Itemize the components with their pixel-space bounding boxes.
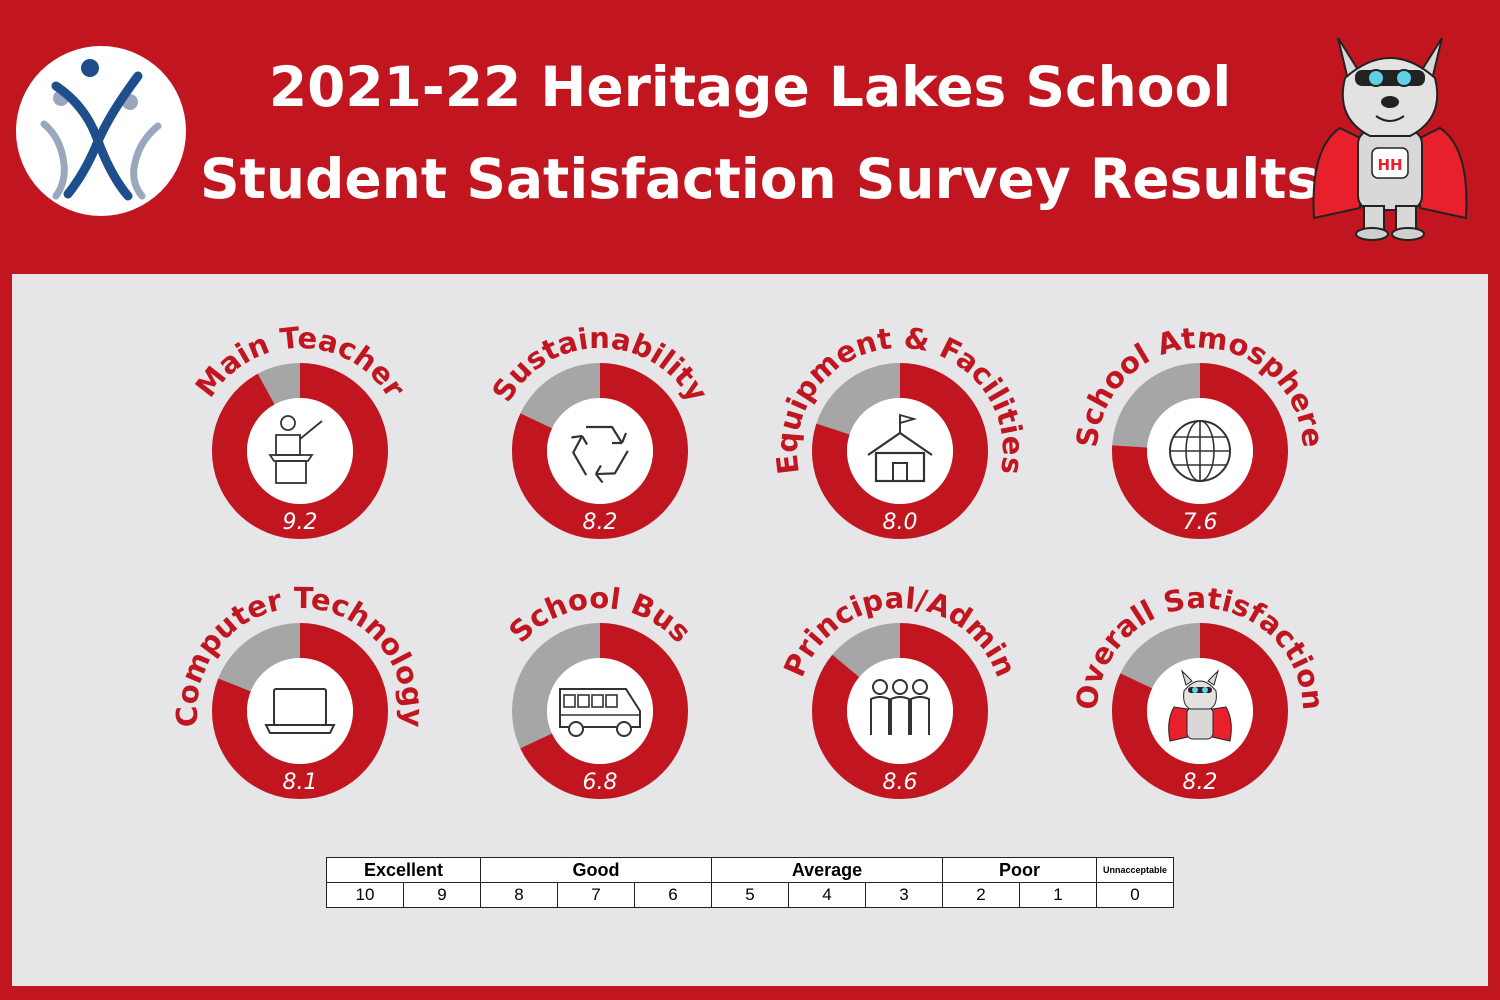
wolf-mascot-icon: HH bbox=[1312, 37, 1468, 241]
rating-scale-legend: Excellent Good Average Poor Unnacceptable 10… bbox=[326, 857, 1174, 908]
gauge-value-arc bbox=[1112, 623, 1288, 799]
mascot: HH bbox=[1300, 18, 1480, 243]
recycle-icon bbox=[571, 425, 629, 484]
globe-icon bbox=[1169, 420, 1231, 482]
header: 2021-22 Heritage Lakes School Student Sa… bbox=[0, 0, 1500, 272]
legend-score-4: 4 bbox=[788, 882, 866, 908]
legend-score-1: 1 bbox=[1019, 882, 1097, 908]
mascot-icon bbox=[1168, 669, 1232, 742]
legend-score-0: 0 bbox=[1096, 882, 1174, 908]
legend-score-7: 7 bbox=[557, 882, 635, 908]
results-panel: 9.2 Main Teacher 8.2 Sustainability 8.0 Equip… bbox=[12, 274, 1488, 986]
legend-score-10: 10 bbox=[326, 882, 404, 908]
logo bbox=[16, 46, 186, 216]
gauge-value-arc bbox=[812, 363, 988, 539]
teacher-at-podium-icon bbox=[268, 415, 323, 484]
schoolhouse-icon bbox=[867, 413, 933, 483]
legend-category-good: Good bbox=[480, 857, 712, 883]
page-title-line-2: Student Satisfaction Survey Results bbox=[200, 147, 1320, 211]
people-group-icon bbox=[870, 679, 930, 735]
svg-text:HH: HH bbox=[1377, 156, 1402, 174]
legend-score-9: 9 bbox=[403, 882, 481, 908]
legend-score-3: 3 bbox=[865, 882, 943, 908]
people-logo-icon bbox=[40, 59, 162, 201]
legend-category-average: Average bbox=[711, 857, 943, 883]
page-title-line-1: 2021-22 Heritage Lakes School bbox=[268, 55, 1232, 119]
gauge-value: 7.6 bbox=[1183, 510, 1218, 535]
gauge-value: 8.1 bbox=[283, 770, 318, 795]
gauge-value-arc bbox=[212, 363, 388, 539]
gauge-value-arc bbox=[212, 623, 388, 799]
gauge-value: 8.2 bbox=[1183, 770, 1218, 795]
legend-category-excellent: Excellent bbox=[326, 857, 481, 883]
gauge-value-arc bbox=[512, 363, 688, 539]
school-bus-icon bbox=[559, 688, 641, 737]
gauge-value: 8.0 bbox=[883, 510, 918, 535]
gauge-value: 6.8 bbox=[583, 770, 618, 795]
legend-category-unnacceptable: Unnacceptable bbox=[1096, 857, 1174, 883]
legend-score-2: 2 bbox=[942, 882, 1020, 908]
gauge-value: 9.2 bbox=[283, 510, 318, 535]
gauge-value-arc bbox=[1112, 363, 1288, 539]
gauge-center bbox=[547, 398, 653, 504]
gauge-center bbox=[847, 398, 953, 504]
gauge-value: 8.6 bbox=[883, 770, 918, 795]
gauge-value-arc bbox=[512, 623, 688, 799]
legend-score-6: 6 bbox=[634, 882, 712, 908]
legend-category-poor: Poor bbox=[942, 857, 1097, 883]
laptop-icon bbox=[264, 688, 336, 734]
gauge-value: 8.2 bbox=[583, 510, 618, 535]
legend-score-5: 5 bbox=[711, 882, 789, 908]
legend-score-8: 8 bbox=[480, 882, 558, 908]
gauge-center bbox=[247, 658, 353, 764]
gauge-value-arc bbox=[812, 623, 988, 799]
gauge-center bbox=[847, 658, 953, 764]
gauge-center bbox=[547, 658, 653, 764]
